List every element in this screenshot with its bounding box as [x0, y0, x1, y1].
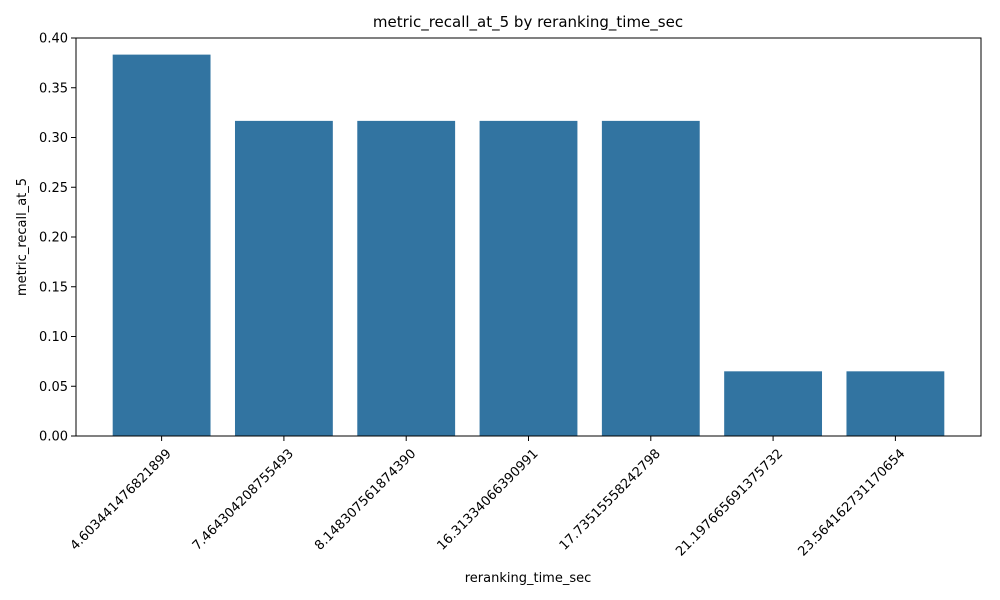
y-tick-label: 0.15 [39, 280, 68, 295]
x-tick-label: 21.197665691375732 [673, 446, 786, 559]
bar [601, 120, 700, 437]
x-axis-label: reranking_time_sec [465, 571, 592, 586]
y-tick-label: 0.35 [39, 81, 68, 96]
x-tick-label: 7.464304208755493 [190, 446, 297, 553]
x-tick-label: 16.31334066390991 [434, 446, 541, 553]
bar [724, 371, 823, 436]
bar [112, 54, 211, 436]
y-tick-label: 0.40 [39, 32, 68, 47]
bar [234, 120, 333, 437]
y-tick-label: 0.10 [39, 330, 68, 345]
bar [846, 371, 945, 436]
y-axis: 0.00 0.05 0.10 0.15 0.20 0.25 0.30 0.35 0.40 [39, 32, 76, 445]
bars [112, 54, 945, 437]
x-tick-label: 23.564162731170654 [795, 446, 908, 559]
y-tick-label: 0.30 [39, 131, 68, 146]
y-tick-label: 0.25 [39, 181, 68, 196]
chart-title: metric_recall_at_5 by reranking_time_sec [373, 13, 683, 32]
x-tick-label: 4.603441476821899 [68, 446, 175, 553]
plot-frame [75, 37, 982, 437]
y-tick-label: 0.00 [39, 430, 68, 445]
y-tick-label: 0.05 [39, 380, 68, 395]
x-axis: 4.603441476821899 7.464304208755493 8.1483… [68, 436, 908, 559]
y-tick-label: 0.20 [39, 231, 68, 246]
bar [479, 120, 578, 437]
y-axis-label: metric_recall_at_5 [15, 178, 30, 296]
x-tick-label: 17.73515558242798 [557, 446, 664, 553]
x-tick-label: 8.148307561874390 [312, 446, 419, 553]
bar [357, 120, 456, 437]
